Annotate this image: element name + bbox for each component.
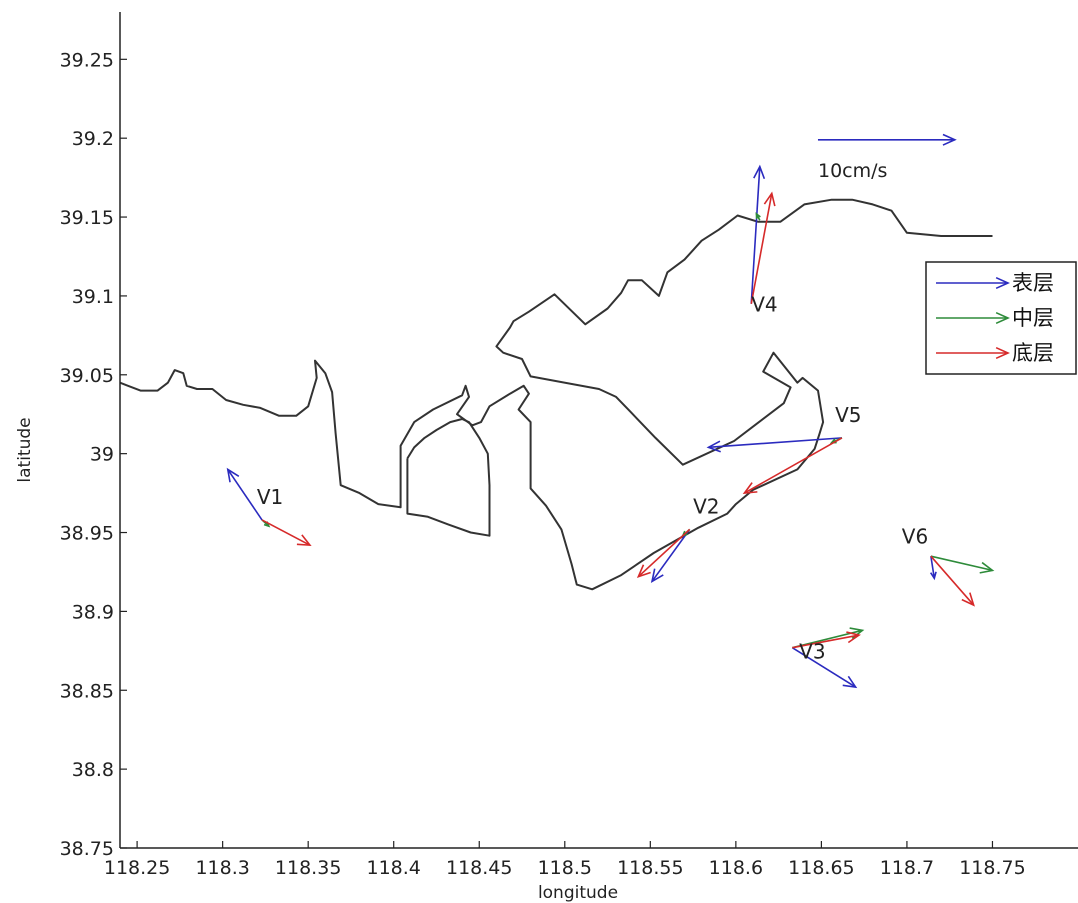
x-tick-label: 118.6: [709, 857, 763, 879]
station-label-v5: V5: [835, 403, 861, 427]
y-tick-label: 39: [90, 444, 114, 466]
legend-arrow-middle-head: [995, 311, 1010, 325]
y-tick-label: 39.05: [60, 365, 114, 387]
legend-arrow-bottom-head: [995, 346, 1010, 360]
station-label-v2: V2: [693, 495, 719, 519]
x-axis-label: longitude: [538, 883, 618, 903]
coastline-segment-2: [406, 418, 491, 537]
vector-v6-middle-head: [979, 561, 995, 574]
vector-v4-bottom-shaft: [750, 193, 773, 304]
y-tick-label: 39.2: [72, 128, 114, 150]
vector-v1-surface-head: [226, 467, 240, 483]
x-tick-label: 118.75: [959, 857, 1025, 879]
x-tick-label: 118.65: [788, 857, 854, 879]
vector-v4-surface-head: [753, 164, 766, 180]
current-vectors: [226, 164, 995, 689]
vector-v6-bottom-shaft: [930, 555, 975, 606]
x-tick-label: 118.45: [446, 857, 512, 879]
vector-v6-surface-head: [929, 571, 937, 581]
scale-arrow-shape-head: [942, 133, 957, 146]
y-tick-label: 39.25: [60, 49, 114, 71]
axes: 118.25 118.3 118.35 118.4 118.45 118.5 118.55 1…: [60, 12, 1078, 879]
vector-v5-bottom: [742, 437, 843, 495]
y-tick-label: 38.8: [72, 759, 114, 781]
vector-v4-middle-head: [755, 212, 761, 219]
x-tick-label: 118.35: [275, 857, 341, 879]
station-label-v3: V3: [799, 640, 825, 664]
vector-v6-surface-shaft: [930, 556, 936, 579]
vector-v1-bottom: [261, 519, 312, 547]
vector-v2-bottom-head: [636, 564, 651, 579]
legend-arrow-middle: [936, 311, 1010, 325]
station-labels: V1 V2 V3 V4 V5 V6: [257, 293, 928, 664]
x-tick-label: 118.55: [617, 857, 683, 879]
legend-arrow-surface-head: [995, 276, 1010, 290]
scale-arrow: 10cm/s: [817, 133, 957, 182]
vector-v4-surface: [750, 164, 766, 304]
x-tick-label: 118.25: [104, 857, 170, 879]
vector-v2-surface: [650, 528, 691, 584]
x-tick-label: 118.3: [195, 857, 249, 879]
y-tick-label: 38.75: [60, 838, 114, 860]
y-axis-label: latitude: [15, 417, 35, 482]
vector-v5-surface-shaft: [708, 437, 842, 449]
scale-arrow-label: 10cm/s: [818, 160, 887, 182]
y-tick-label: 39.15: [60, 207, 114, 229]
legend: 表层 中层 底层: [925, 261, 1077, 375]
vector-v1-surface: [226, 467, 263, 521]
vector-v5-surface: [706, 437, 842, 453]
station-label-v4: V4: [751, 293, 777, 317]
x-tick-label: 118.4: [367, 857, 421, 879]
legend-label-surface: 表层: [1012, 271, 1054, 295]
station-label-v6: V6: [902, 525, 928, 549]
coastline-segment-1: [119, 198, 993, 591]
vector-v6-surface: [929, 556, 937, 581]
vector-v5-bottom-head: [742, 482, 758, 495]
vector-v4-surface-shaft: [750, 166, 761, 304]
legend-arrow-bottom: [936, 346, 1010, 360]
vector-v5-bottom-shaft: [744, 437, 843, 494]
vector-v2-bottom: [636, 528, 691, 579]
x-tick-label: 118.7: [880, 857, 934, 879]
y-tick-label: 38.9: [72, 601, 114, 623]
vector-v1-bottom-head: [296, 534, 312, 547]
vector-v6-middle-shaft: [930, 555, 993, 572]
legend-label-bottom: 底层: [1012, 341, 1054, 365]
vector-v6-bottom: [930, 555, 975, 607]
vector-v3-bottom-shaft: [792, 634, 860, 649]
vector-v4-middle: [755, 212, 761, 221]
coastline-layer: [119, 198, 993, 591]
vector-v2-surface-shaft: [651, 528, 691, 582]
vector-v4-bottom: [750, 191, 776, 304]
station-label-v1: V1: [257, 485, 283, 509]
vector-v1-surface-shaft: [227, 468, 263, 521]
x-tick-label: 118.5: [538, 857, 592, 879]
y-tick-label: 38.95: [60, 523, 114, 545]
vector-v5-surface-head: [706, 440, 721, 453]
scale-arrow-shape: [817, 133, 957, 146]
vector-v3-bottom: [792, 631, 861, 649]
vector-v2-bottom-shaft: [637, 528, 691, 578]
vector-v2-surface-head: [650, 568, 664, 584]
vector-v3-surface: [791, 646, 858, 689]
legend-label-middle: 中层: [1012, 306, 1054, 330]
vector-v6-bottom-head: [961, 592, 975, 607]
y-tick-label: 39.1: [72, 286, 114, 308]
vector-v3-bottom-head: [846, 631, 861, 644]
vector-v3-surface-head: [842, 675, 858, 689]
vector-v6-middle: [930, 555, 995, 574]
vector-v1-bottom-shaft: [261, 519, 311, 546]
vector-v3-surface-shaft: [791, 646, 857, 688]
legend-arrow-surface: [936, 276, 1010, 290]
y-tick-label: 38.85: [60, 680, 114, 702]
vector-v4-bottom-head: [763, 191, 776, 207]
